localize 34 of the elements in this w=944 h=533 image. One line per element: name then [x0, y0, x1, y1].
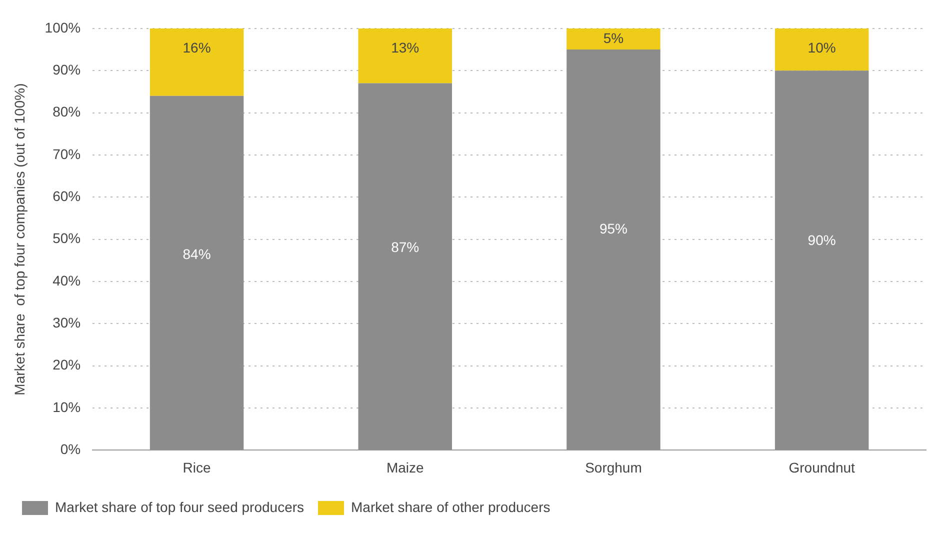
- y-tick-label: 30%: [52, 314, 81, 331]
- bar: [358, 28, 452, 84]
- y-tick-label: 10%: [52, 398, 81, 415]
- y-tick-label: 20%: [52, 356, 81, 373]
- bar: [774, 28, 869, 71]
- y-tick-label: 70%: [52, 146, 81, 162]
- bar: [566, 49, 660, 450]
- data-label: 5%: [603, 30, 624, 46]
- x-tick-label: Sorghum: [585, 459, 642, 476]
- data-label: 95%: [599, 220, 628, 236]
- bar: [150, 28, 244, 96]
- data-label: 87%: [391, 239, 420, 256]
- x-tick-label: Groundnut: [788, 459, 856, 476]
- y-tick-label: 80%: [52, 104, 81, 120]
- data-label: 10%: [808, 39, 836, 56]
- y-tick-label: 50%: [52, 230, 81, 246]
- x-tick-label: Rice: [182, 459, 211, 476]
- legend-label: Market share of top four seed producers: [55, 498, 304, 515]
- y-tick-label: 60%: [52, 188, 81, 204]
- bar: [774, 70, 869, 450]
- bar: [150, 96, 244, 450]
- bar: [358, 83, 452, 450]
- bar: [566, 28, 660, 50]
- data-label: 90%: [808, 232, 836, 248]
- y-tick-label: 40%: [52, 272, 81, 288]
- data-label: 84%: [182, 246, 211, 262]
- y-tick-label: 100%: [44, 19, 81, 36]
- x-tick-label: Maize: [386, 459, 424, 476]
- legend-label: Market share of other producers: [351, 498, 550, 515]
- y-tick-label: 90%: [52, 61, 81, 78]
- y-axis-title: Market share of top four companies (out of 100%): [11, 83, 28, 396]
- data-label: 13%: [391, 39, 420, 56]
- data-label: 16%: [182, 39, 211, 56]
- y-tick-label: 0%: [60, 441, 81, 458]
